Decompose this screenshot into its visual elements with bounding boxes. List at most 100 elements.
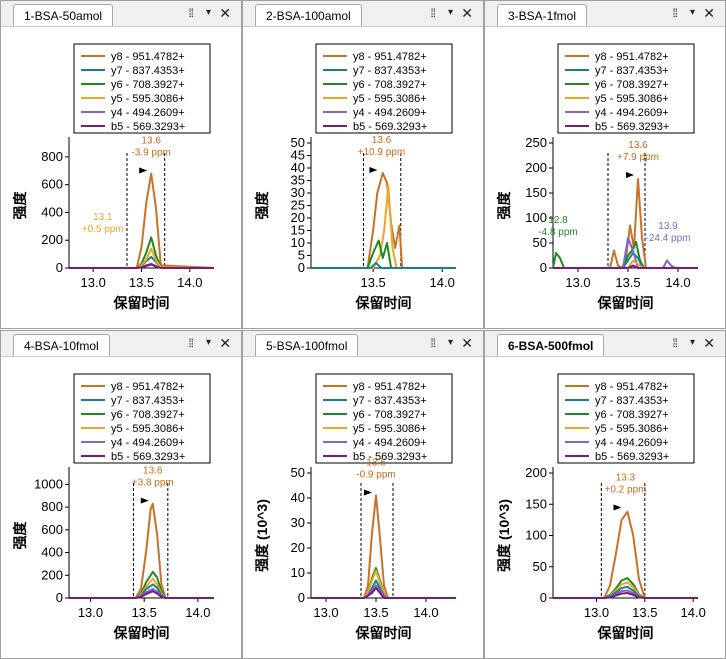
x-tick-label: 13.5	[360, 275, 385, 290]
panel-tab[interactable]: 1-BSA-50amol	[13, 4, 114, 26]
legend-label: y7 - 837.4353+	[111, 65, 185, 77]
legend-label: y7 - 837.4353+	[353, 65, 427, 77]
legend-box	[73, 373, 211, 464]
pin-icon[interactable]: ⁞⁞	[672, 336, 678, 350]
x-tick-label: 13.5	[363, 605, 388, 620]
x-axis-title: 保留时间	[597, 625, 654, 641]
y-axis-title: 强度	[12, 191, 28, 220]
peak-annotation: +0.2 ppm	[605, 485, 647, 496]
legend-label: y5 - 595.3086+	[111, 423, 185, 435]
peak-annotation: +7.9 ppm	[617, 152, 659, 163]
y-tick-label: 200	[525, 465, 547, 480]
panel-tab[interactable]: 5-BSA-100fmol	[255, 334, 359, 356]
close-icon[interactable]: ✕	[461, 5, 473, 21]
peak-annotation: 13.6	[143, 466, 163, 477]
legend-label: y6 - 708.3927+	[595, 409, 669, 421]
dropdown-icon[interactable]: ▾	[447, 7, 453, 18]
legend-label: b5 - 569.3293+	[353, 451, 427, 463]
pin-icon[interactable]: ⁞⁞	[188, 336, 194, 350]
chromatogram-trace	[311, 262, 456, 269]
peak-annotation: 13.3	[616, 473, 636, 484]
x-tick-label: 14.0	[665, 275, 690, 290]
legend-label: y4 - 494.2609+	[111, 107, 185, 119]
legend: y8 - 951.4782+ y7 - 837.4353+ y6 - 708.392…	[315, 43, 453, 134]
x-axis-title: 保留时间	[597, 295, 654, 311]
y-tick-label: 20	[291, 540, 305, 555]
legend-box	[315, 373, 453, 464]
peak-annotation: 13.5	[366, 458, 386, 469]
panel-tab[interactable]: 3-BSA-1fmol	[497, 4, 588, 26]
close-icon[interactable]: ✕	[703, 5, 715, 21]
chromatogram-trace	[69, 172, 215, 269]
y-tick-label: 50	[533, 235, 547, 250]
legend-label: y4 - 494.2609+	[353, 107, 427, 119]
y-tick-label: 800	[41, 499, 63, 514]
peak-annotation: 13.6	[141, 136, 161, 147]
y-axis-title: 强度	[254, 191, 270, 220]
legend-label: y7 - 837.4353+	[111, 395, 185, 407]
peak-marker	[613, 504, 622, 511]
peak-annotation: 13.6	[628, 140, 648, 151]
y-tick-label: 0	[298, 260, 305, 275]
legend-label: y8 - 951.4782+	[353, 51, 427, 63]
chromatogram-trace	[311, 587, 456, 599]
y-tick-label: 150	[525, 185, 547, 200]
x-tick-label: 13.0	[81, 275, 106, 290]
dropdown-icon[interactable]: ▾	[205, 7, 211, 18]
pin-icon[interactable]: ⁞⁞	[672, 6, 678, 20]
y-tick-label: 250	[525, 135, 547, 150]
peak-annotation: +10.9 ppm	[358, 147, 406, 158]
chart-panel: 1-BSA-50amol ⁞⁞ ▾ ✕ y8 - 951.4782+ y7 - 837.4…	[0, 0, 242, 329]
chart-panel: 3-BSA-1fmol ⁞⁞ ▾ ✕ y8 - 951.4782+ y7 - 837.43…	[484, 0, 726, 329]
y-tick-label: 40	[291, 160, 305, 175]
y-tick-label: 45	[291, 148, 305, 163]
x-tick-label: 13.0	[313, 605, 338, 620]
chart-plot: y8 - 951.4782+ y7 - 837.4353+ y6 - 708.392…	[254, 43, 456, 311]
y-axis-title: 强度 (10^3)	[254, 499, 270, 572]
y-tick-label: 0	[540, 590, 547, 605]
y-tick-label: 20	[291, 210, 305, 225]
y-tick-label: 30	[291, 185, 305, 200]
chart-plot: y8 - 951.4782+ y7 - 837.4353+ y6 - 708.392…	[12, 373, 214, 641]
peak-annotation: 13.6	[372, 135, 392, 146]
panel-tab[interactable]: 4-BSA-10fmol	[13, 334, 110, 356]
y-tick-label: 1000	[34, 476, 63, 491]
peak-annotation: 12.8	[548, 215, 568, 226]
y-tick-label: 600	[41, 177, 63, 192]
x-tick-label: 13.5	[632, 605, 657, 620]
dropdown-icon[interactable]: ▾	[205, 337, 211, 348]
legend-label: y5 - 595.3086+	[595, 93, 669, 105]
chart-panel: 5-BSA-100fmol ⁞⁞ ▾ ✕ y8 - 951.4782+ y7 - 837.…	[242, 330, 484, 659]
panel-tab[interactable]: 2-BSA-100amol	[255, 4, 362, 26]
x-tick-label: 14.0	[681, 605, 706, 620]
legend-label: y6 - 708.3927+	[353, 79, 427, 91]
panel-tab[interactable]: 6-BSA-500fmol	[497, 334, 605, 356]
y-tick-label: 200	[41, 232, 63, 247]
y-tick-label: 10	[291, 565, 305, 580]
pin-icon[interactable]: ⁞⁞	[430, 6, 436, 20]
x-tick-label: 14.0	[413, 605, 438, 620]
legend-label: y5 - 595.3086+	[111, 93, 185, 105]
y-tick-label: 0	[298, 590, 305, 605]
legend-box	[557, 43, 695, 134]
close-icon[interactable]: ✕	[461, 335, 473, 351]
close-icon[interactable]: ✕	[219, 5, 231, 21]
x-tick-label: 14.0	[185, 605, 210, 620]
y-tick-label: 50	[291, 135, 305, 150]
legend-box	[557, 373, 695, 464]
peak-annotation: 13.9	[658, 221, 678, 232]
y-tick-label: 800	[41, 149, 63, 164]
chromatogram-trace	[69, 263, 214, 269]
chart-panel: 2-BSA-100amol ⁞⁞ ▾ ✕ y8 - 951.4782+ y7 - 837.…	[242, 0, 484, 329]
y-tick-label: 100	[525, 210, 547, 225]
pin-icon[interactable]: ⁞⁞	[430, 336, 436, 350]
dropdown-icon[interactable]: ▾	[689, 7, 695, 18]
pin-icon[interactable]: ⁞⁞	[188, 6, 194, 20]
chart-panel: 4-BSA-10fmol ⁞⁞ ▾ ✕ y8 - 951.4782+ y7 - 837.4…	[0, 330, 242, 659]
dropdown-icon[interactable]: ▾	[689, 337, 695, 348]
close-icon[interactable]: ✕	[703, 335, 715, 351]
dropdown-icon[interactable]: ▾	[447, 337, 453, 348]
chromatogram-trace	[553, 264, 698, 269]
legend: y8 - 951.4782+ y7 - 837.4353+ y6 - 708.392…	[315, 373, 453, 464]
close-icon[interactable]: ✕	[219, 335, 231, 351]
